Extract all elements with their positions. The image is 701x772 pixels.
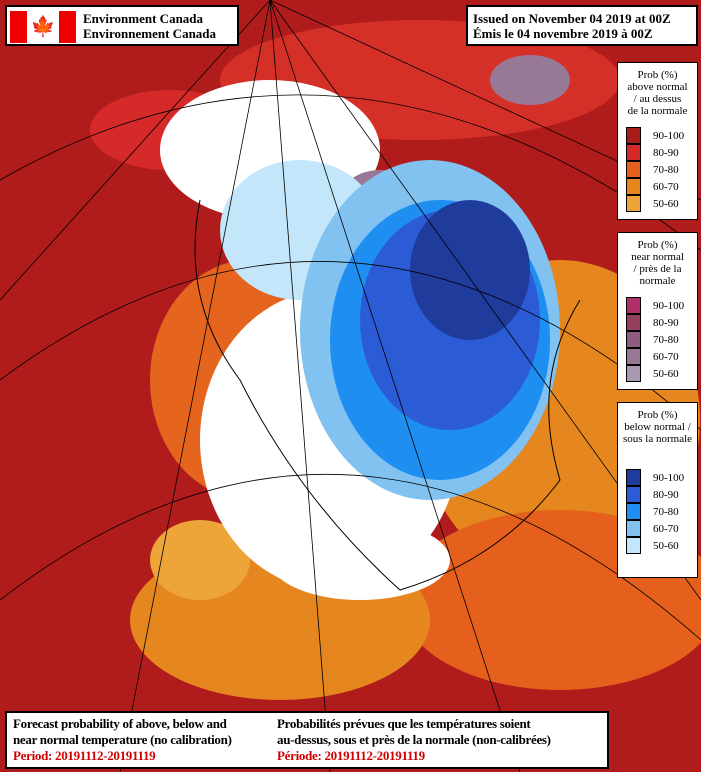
legend-item: 90-100 xyxy=(626,469,697,486)
legend-swatch xyxy=(626,178,641,195)
legend-swatch xyxy=(626,365,641,382)
legend-label: 50-60 xyxy=(653,367,679,380)
legend-label: 60-70 xyxy=(653,350,679,363)
legend-item: 80-90 xyxy=(626,314,697,331)
legend-below-normal: Prob (%) below normal / sous la normale 90… xyxy=(617,402,698,578)
caption-box: Forecast probability of above, below and… xyxy=(5,711,609,769)
caption-fr-line2: au-dessus, sous et près de la normale (n… xyxy=(277,732,551,747)
legend-swatch xyxy=(626,331,641,348)
legend-label: 80-90 xyxy=(653,146,679,159)
legend-item: 90-100 xyxy=(626,127,697,144)
legend-label: 50-60 xyxy=(653,539,679,552)
legend-swatch xyxy=(626,161,641,178)
legend-swatch xyxy=(626,297,641,314)
legend-item: 50-60 xyxy=(626,195,697,212)
legend-item: 70-80 xyxy=(626,161,697,178)
legend-item: 50-60 xyxy=(626,537,697,554)
agency-name-fr: Environnement Canada xyxy=(83,26,217,41)
legend-label: 90-100 xyxy=(653,299,685,312)
agency-header: 🍁 Environment Canada Environnement Canad… xyxy=(5,5,239,46)
legend-title: Prob (%) above normal / au dessus de la nor… xyxy=(627,69,688,117)
period-en: Period: 20191112-20191119 xyxy=(13,748,156,763)
legend-item: 50-60 xyxy=(626,365,697,382)
caption-en-line1: Forecast probability of above, below and xyxy=(13,716,227,731)
legend-label: 50-60 xyxy=(653,197,679,210)
legend-item: 70-80 xyxy=(626,331,697,348)
legend-title: Prob (%) near normal / près de la normale xyxy=(631,239,684,287)
legend-label: 60-70 xyxy=(653,522,679,535)
legend-swatch xyxy=(626,127,641,144)
legend-near-normal: Prob (%) near normal / près de la normale 9… xyxy=(617,232,698,390)
legend-swatch xyxy=(626,348,641,365)
caption-en-line2: near normal temperature (no calibration) xyxy=(13,732,232,747)
legend-item: 80-90 xyxy=(626,486,697,503)
legend-label: 80-90 xyxy=(653,316,679,329)
agency-name-en: Environment Canada xyxy=(83,11,204,26)
legend-swatch xyxy=(626,486,641,503)
legend-item: 60-70 xyxy=(626,348,697,365)
legend-item: 80-90 xyxy=(626,144,697,161)
legend-swatch xyxy=(626,503,641,520)
legend-title: Prob (%) below normal / sous la normale xyxy=(622,409,693,445)
legend-item: 60-70 xyxy=(626,178,697,195)
legend-swatch xyxy=(626,520,641,537)
issued-fr: Émis le 04 novembre 2019 à 00Z xyxy=(473,26,653,41)
caption-fr-line1: Probabilités prévues que les température… xyxy=(277,716,531,731)
legend-label: 70-80 xyxy=(653,333,679,346)
issued-en: Issued on November 04 2019 at 00Z xyxy=(473,11,671,26)
legend-above-normal: Prob (%) above normal / au dessus de la nor… xyxy=(617,62,698,220)
period-fr: Période: 20191112-20191119 xyxy=(277,748,425,763)
legend-item: 70-80 xyxy=(626,503,697,520)
legend-label: 70-80 xyxy=(653,163,679,176)
legend-label: 90-100 xyxy=(653,471,685,484)
legend-swatch xyxy=(626,314,641,331)
legend-swatch xyxy=(626,144,641,161)
legend-label: 70-80 xyxy=(653,505,679,518)
canada-flag-logo: 🍁 xyxy=(10,11,76,43)
legend-swatch xyxy=(626,469,641,486)
legend-label: 80-90 xyxy=(653,488,679,501)
legend-item: 90-100 xyxy=(626,297,697,314)
issue-date-box: Issued on November 04 2019 at 00Z Émis l… xyxy=(466,5,698,46)
legend-swatch xyxy=(626,537,641,554)
legend-item: 60-70 xyxy=(626,520,697,537)
legend-label: 60-70 xyxy=(653,180,679,193)
below-normal-areas xyxy=(220,160,560,500)
legend-swatch xyxy=(626,195,641,212)
legend-label: 90-100 xyxy=(653,129,685,142)
